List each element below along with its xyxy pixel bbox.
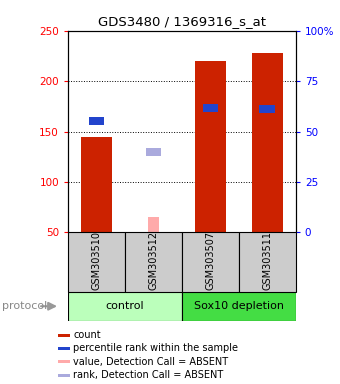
Bar: [81, 137, 112, 232]
Bar: [195, 61, 226, 232]
Title: GDS3480 / 1369316_s_at: GDS3480 / 1369316_s_at: [98, 15, 266, 28]
Bar: [203, 104, 218, 113]
Text: protocol: protocol: [2, 301, 47, 311]
FancyBboxPatch shape: [182, 232, 239, 292]
Bar: [58, 347, 70, 350]
Bar: [58, 361, 70, 363]
Bar: [252, 53, 283, 232]
Bar: [58, 334, 70, 336]
Text: value, Detection Call = ABSENT: value, Detection Call = ABSENT: [73, 357, 228, 367]
Bar: [58, 374, 70, 377]
FancyBboxPatch shape: [239, 232, 296, 292]
Text: GSM303507: GSM303507: [205, 231, 215, 290]
Text: GSM303510: GSM303510: [91, 232, 101, 290]
Text: GSM303511: GSM303511: [262, 232, 272, 290]
Bar: [259, 105, 275, 113]
Bar: [146, 148, 161, 156]
Text: Sox10 depletion: Sox10 depletion: [194, 301, 284, 311]
Bar: [148, 217, 159, 232]
Text: GSM303512: GSM303512: [149, 231, 158, 290]
Text: count: count: [73, 330, 101, 340]
Text: percentile rank within the sample: percentile rank within the sample: [73, 343, 238, 354]
Bar: [89, 118, 104, 126]
FancyBboxPatch shape: [68, 232, 125, 292]
FancyBboxPatch shape: [125, 232, 182, 292]
FancyBboxPatch shape: [68, 292, 182, 321]
Text: control: control: [106, 301, 144, 311]
FancyBboxPatch shape: [182, 292, 296, 321]
Text: rank, Detection Call = ABSENT: rank, Detection Call = ABSENT: [73, 370, 223, 381]
